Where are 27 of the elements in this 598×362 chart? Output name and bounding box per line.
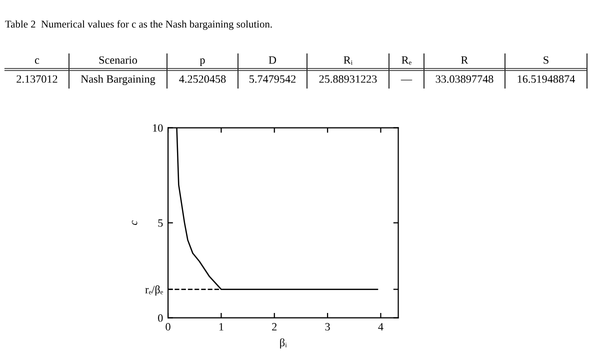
text: 25.88931223: [319, 75, 377, 83]
category-label: R: [461, 56, 468, 64]
y-tick-label: 0: [158, 314, 163, 322]
category-label: S: [544, 56, 548, 64]
y-tick-label: rₑ/βₑ: [145, 285, 163, 296]
category-label: D: [268, 56, 276, 64]
y-tick-label: 5: [158, 219, 163, 227]
text: Table 2 Numerical values for c as the Nash bargaining solution.: [5, 20, 272, 30]
y-axis-title: c: [132, 220, 138, 225]
text: 33.03897748: [436, 75, 494, 83]
category-label: c: [34, 58, 40, 64]
x-tick-label: 4: [378, 323, 384, 330]
x-tick-label: 3: [325, 323, 330, 331]
text: Nash Bargaining: [80, 74, 156, 86]
category-label: Scenario: [99, 56, 138, 64]
x-tick-label: 1: [219, 323, 224, 330]
category-label: Rₑ: [402, 56, 412, 65]
text: 5.7479542: [250, 75, 296, 83]
category-label: Rᵢ: [344, 56, 353, 65]
category-label: p: [200, 58, 205, 66]
x-tick-label: 2: [272, 323, 277, 330]
text: 16.51948874: [518, 75, 575, 83]
x-tick-label: 0: [166, 323, 170, 331]
text: 2.137012: [16, 75, 58, 83]
text: 4.2520458: [179, 75, 226, 83]
y-tick-label: 10: [153, 124, 163, 132]
x-axis-title: βᵢ: [280, 338, 287, 349]
